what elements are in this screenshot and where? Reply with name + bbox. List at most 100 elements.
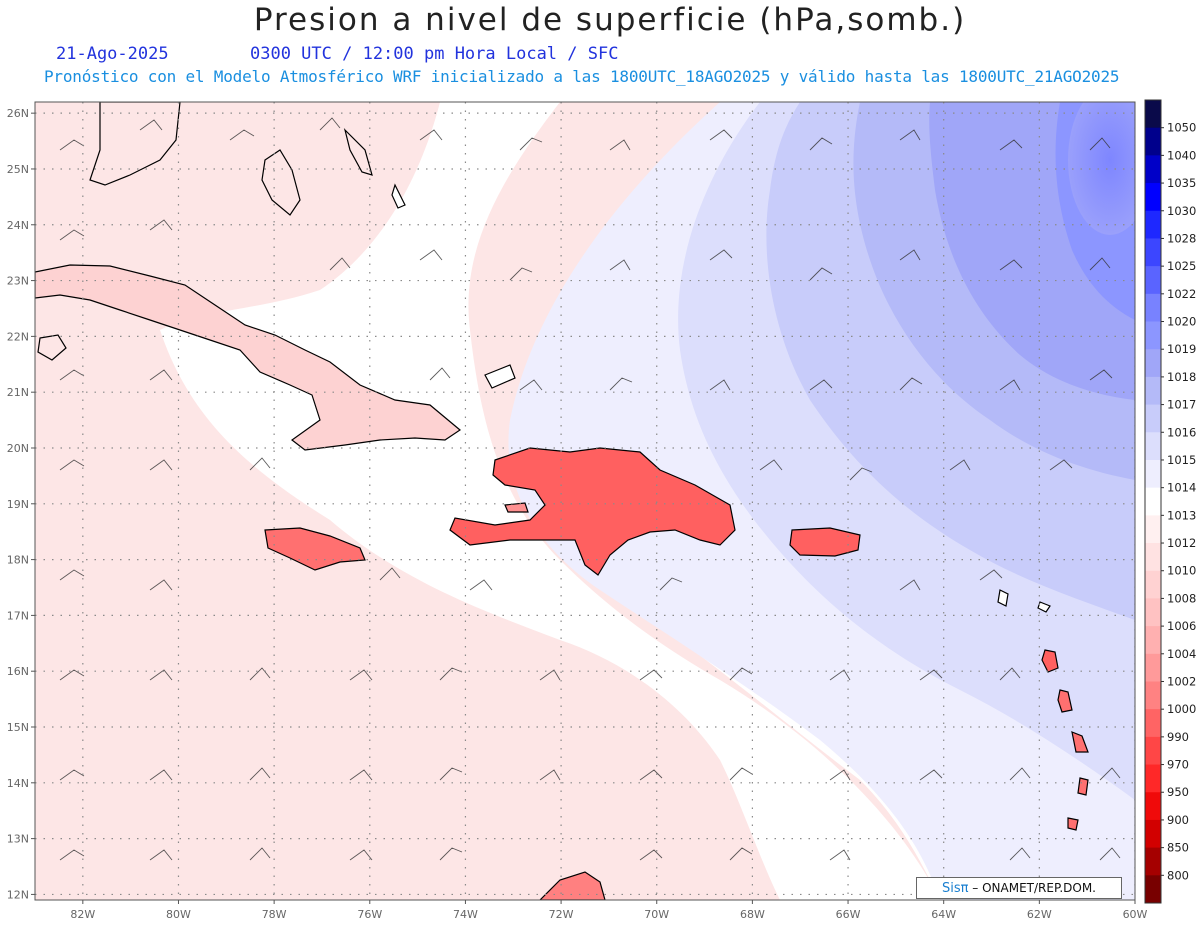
guadeloupe — [1041, 649, 1059, 673]
martinique — [1057, 689, 1073, 713]
gonave — [504, 502, 529, 513]
colorbar-label: 1040 — [1167, 148, 1196, 162]
colorbar-label: 1006 — [1167, 619, 1196, 633]
lat-label: 12N — [7, 888, 29, 901]
cuba — [35, 264, 462, 451]
lon-label: 72W — [549, 908, 574, 921]
colorbar-swatch — [1145, 266, 1161, 295]
lon-label: 76W — [357, 908, 382, 921]
south-america-coast — [539, 871, 606, 900]
colorbar-swatch — [1145, 321, 1161, 350]
lat-label: 18N — [7, 554, 29, 567]
lon-label: 82W — [70, 908, 95, 921]
colorbar-swatch — [1145, 210, 1161, 239]
lon-label: 66W — [836, 908, 861, 921]
colorbar-label: 1018 — [1167, 370, 1196, 384]
colorbar-swatch — [1145, 515, 1161, 544]
colorbar-swatch — [1145, 100, 1161, 129]
colorbar-swatch — [1145, 626, 1161, 655]
forecast-time-info: 0300 UTC / 12:00 pm Hora Local / SFC — [250, 44, 619, 64]
colorbar-swatch — [1145, 847, 1161, 876]
colorbar-label: 1008 — [1167, 591, 1196, 605]
colorbar-swatch — [1145, 459, 1161, 489]
colorbar-swatch — [1145, 349, 1161, 378]
lon-label: 74W — [453, 908, 478, 921]
colorbar-label: 1000 — [1167, 702, 1196, 716]
colorbar-swatch — [1145, 543, 1161, 572]
colorbar-swatch — [1145, 404, 1161, 433]
colorbar-swatch — [1145, 764, 1161, 793]
st-vincent — [1077, 777, 1089, 796]
colorbar-label: 1035 — [1167, 176, 1196, 190]
lat-label: 17N — [7, 609, 29, 622]
colorbar-label: 1014 — [1167, 481, 1196, 495]
colorbar-frame — [1144, 99, 1162, 904]
st-lucia — [1071, 731, 1089, 753]
lat-label: 19N — [7, 498, 29, 511]
antigua-small — [1037, 601, 1051, 613]
dominica — [997, 589, 1009, 607]
map-field — [35, 102, 1135, 900]
colorbar-label: 990 — [1167, 730, 1189, 744]
lat-label: 24N — [7, 219, 29, 232]
lon-label: 62W — [1027, 908, 1052, 921]
lat-label: 25N — [7, 163, 29, 176]
colorbar-label: 1015 — [1167, 453, 1196, 467]
isla-juventud — [37, 334, 67, 361]
lat-label: 21N — [7, 386, 29, 399]
lon-label: 64W — [931, 908, 956, 921]
florida — [89, 102, 181, 186]
colorbar-swatch — [1145, 376, 1161, 406]
colorbar-swatch — [1145, 598, 1161, 627]
colorbar-label: 1012 — [1167, 536, 1196, 550]
colorbar: 1050 1040 1035 1030 1028 1025 1022 1020 1019 1018… — [1144, 99, 1196, 904]
colorbar-swatch — [1145, 155, 1161, 184]
lon-label: 70W — [644, 908, 669, 921]
bahamas-small-1 — [343, 128, 373, 176]
colorbar-label: 1017 — [1167, 398, 1196, 412]
jamaica — [264, 527, 366, 571]
colorbar-label: 1019 — [1167, 342, 1196, 356]
hispaniola — [449, 447, 736, 576]
colorbar-label: 800 — [1167, 868, 1189, 882]
colorbar-label: 900 — [1167, 813, 1189, 827]
lon-label: 80W — [166, 908, 191, 921]
colorbar-swatch — [1145, 183, 1161, 212]
colorbar-label: 1030 — [1167, 204, 1196, 218]
colorbar-swatch — [1145, 653, 1161, 682]
longitude-axis: 82W 80W 78W 76W 74W 72W 70W 68W 66W 64W 62W 60W — [70, 900, 1148, 921]
bahamas-small-3 — [484, 364, 516, 389]
colorbar-label: 1050 — [1167, 121, 1196, 135]
colorbar-label: 1016 — [1167, 425, 1196, 439]
colorbar-swatch — [1145, 709, 1161, 738]
lat-label: 23N — [7, 275, 29, 288]
colorbar-swatch — [1145, 432, 1161, 461]
lat-label: 13N — [7, 833, 29, 846]
sispi-logo: Sisπ — [941, 881, 969, 896]
puerto-rico — [789, 527, 861, 557]
lat-label: 16N — [7, 665, 29, 678]
colorbar-swatch — [1145, 570, 1161, 599]
lat-label: 26N — [7, 107, 29, 120]
colorbar-label: 1020 — [1167, 315, 1196, 329]
lon-label: 78W — [262, 908, 287, 921]
bahamas-andros — [261, 149, 301, 216]
colorbar-swatch — [1145, 293, 1161, 323]
colorbar-label: 1004 — [1167, 647, 1196, 661]
colorbar-swatch — [1145, 736, 1161, 766]
pressure-field-1013-west — [160, 102, 940, 900]
grenada — [1067, 817, 1079, 831]
islands — [35, 102, 1089, 900]
forecast-date: 21-Ago-2025 — [56, 44, 169, 64]
credit-box: Sisπ – ONAMET/REP.DOM. — [916, 877, 1122, 899]
map-frame — [34, 101, 1136, 901]
map-title: Presion a nivel de superficie (hPa,somb.… — [253, 2, 967, 38]
pressure-field-1020 — [1068, 102, 1135, 235]
bahamas-small-2 — [391, 183, 406, 209]
colorbar-label: 1002 — [1167, 674, 1196, 688]
colorbar-swatch — [1145, 238, 1161, 267]
lat-label: 15N — [7, 721, 29, 734]
colorbar-label: 1010 — [1167, 564, 1196, 578]
colorbar-label: 970 — [1167, 758, 1189, 772]
lat-label: 22N — [7, 330, 29, 343]
